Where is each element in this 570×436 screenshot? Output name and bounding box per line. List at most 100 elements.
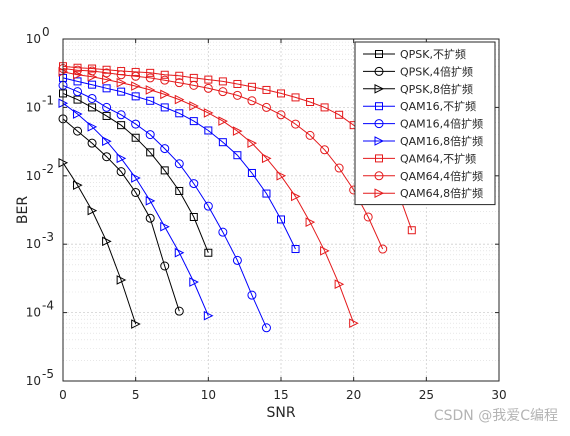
- data-point: [87, 138, 97, 148]
- data-point: [277, 89, 285, 98]
- legend-label: QAM64,8倍扩频: [400, 186, 483, 200]
- data-point: [87, 205, 98, 216]
- data-point: [203, 83, 213, 93]
- data-point: [320, 145, 330, 155]
- data-point: [204, 126, 213, 135]
- series-line: [62, 84, 267, 329]
- data-point: [73, 126, 83, 136]
- data-point: [320, 246, 330, 256]
- data-point: [204, 75, 213, 84]
- data-point: [117, 121, 126, 130]
- x-tick-label: 5: [132, 388, 140, 402]
- legend-label: QAM64,4倍扩频: [400, 169, 483, 183]
- legend: QPSK,不扩频 QPSK,4倍扩频 QPSK,8倍扩频 QAM16,不扩频 QAM16…: [354, 41, 496, 206]
- data-point: [160, 75, 170, 85]
- data-point: [247, 82, 256, 91]
- data-point: [146, 96, 155, 105]
- series-line: [62, 102, 209, 316]
- y-tick-label: 10: [26, 100, 41, 114]
- legend-marker: [375, 154, 383, 163]
- data-point: [305, 217, 316, 227]
- data-point: [247, 168, 256, 177]
- data-point: [262, 85, 271, 94]
- y-tick-label: 10: [26, 169, 41, 183]
- data-point: [189, 212, 198, 221]
- series-line: [62, 77, 296, 250]
- data-point: [233, 79, 242, 88]
- y-tick-label: 10: [26, 374, 41, 388]
- legend-marker: [374, 66, 384, 76]
- legend-entry: QAM64,4倍扩频: [363, 169, 483, 183]
- legend-entry: QAM16,8倍扩频: [363, 134, 483, 148]
- legend-label: QPSK,4倍扩频: [400, 64, 473, 78]
- data-point: [218, 87, 228, 97]
- data-point: [189, 80, 199, 90]
- x-tick-label: 20: [346, 388, 361, 402]
- y-tick-exponent: -2: [42, 162, 54, 176]
- data-point: [145, 85, 156, 95]
- series-line: [62, 92, 209, 253]
- data-point: [146, 68, 155, 77]
- data-point: [218, 138, 227, 147]
- legend-entry: QAM64,8倍扩频: [363, 186, 483, 200]
- x-tick-label: 0: [59, 388, 67, 402]
- data-point: [291, 245, 300, 254]
- data-point: [131, 133, 140, 142]
- data-point: [189, 117, 198, 126]
- data-point: [174, 306, 184, 316]
- data-point: [174, 94, 185, 105]
- data-point: [334, 279, 345, 290]
- legend-entry: QPSK,4倍扩频: [363, 64, 473, 78]
- legend-marker: [374, 171, 384, 181]
- x-tick-label: 25: [419, 388, 434, 402]
- data-point: [146, 148, 155, 157]
- data-point: [102, 102, 112, 112]
- data-point: [145, 196, 156, 206]
- series-5: [58, 98, 214, 321]
- data-point: [145, 213, 155, 223]
- data-point: [160, 221, 170, 232]
- data-point: [73, 77, 82, 86]
- series-8: [58, 67, 359, 329]
- data-point: [247, 290, 257, 300]
- data-point: [160, 103, 169, 112]
- data-point: [131, 92, 140, 101]
- data-point: [131, 81, 141, 91]
- data-point: [218, 227, 228, 237]
- series-layer: [58, 62, 416, 333]
- series-line: [62, 68, 384, 250]
- data-point: [276, 170, 287, 181]
- data-point: [291, 191, 301, 202]
- data-point: [334, 163, 344, 173]
- legend-entry: QPSK,8倍扩频: [363, 82, 473, 96]
- data-point: [131, 187, 141, 197]
- data-point: [131, 71, 141, 81]
- data-point: [232, 255, 242, 265]
- data-point: [232, 126, 243, 136]
- data-point: [116, 275, 127, 285]
- y-tick-exponent: -1: [42, 93, 54, 107]
- data-point: [131, 119, 141, 129]
- data-point: [291, 119, 301, 129]
- data-point: [102, 152, 112, 162]
- data-point: [102, 68, 112, 78]
- data-point: [247, 138, 258, 148]
- x-tick-label: 30: [491, 388, 506, 402]
- data-point: [145, 73, 155, 83]
- data-point: [407, 226, 416, 235]
- legend-marker: [374, 188, 385, 199]
- data-point: [203, 201, 213, 211]
- data-point: [131, 319, 141, 329]
- data-point: [116, 110, 126, 120]
- legend-label: QAM16,4倍扩频: [400, 117, 483, 131]
- y-tick-exponent: -4: [42, 299, 54, 313]
- legend-marker: [375, 102, 383, 111]
- data-point: [306, 97, 315, 106]
- data-point: [116, 153, 127, 164]
- legend-marker: [374, 83, 385, 94]
- data-point: [102, 136, 112, 147]
- data-point: [233, 151, 242, 160]
- series-4: [58, 80, 271, 333]
- data-point: [262, 189, 271, 198]
